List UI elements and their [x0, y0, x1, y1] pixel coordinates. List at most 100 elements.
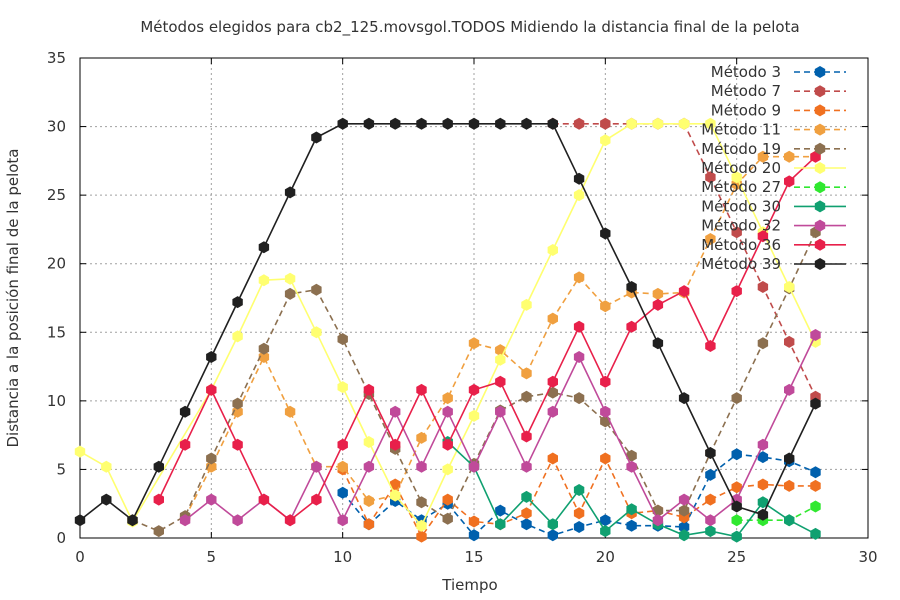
data-point: [784, 383, 795, 396]
data-point: [731, 500, 742, 513]
data-point: [757, 478, 769, 491]
data-point: [573, 117, 585, 130]
x-tick-label: 25: [727, 548, 746, 566]
data-point: [284, 514, 296, 527]
data-point: [363, 518, 375, 531]
data-point: [495, 375, 506, 388]
data-point: [337, 438, 348, 451]
data-point: [757, 281, 769, 293]
legend-label: Método 3: [711, 63, 781, 81]
data-point: [600, 117, 611, 130]
data-point: [232, 397, 243, 410]
series-m-todo-39: [74, 117, 821, 527]
data-point: [284, 405, 296, 418]
legend-swatch-marker: [814, 123, 826, 136]
data-point: [363, 383, 375, 396]
data-point: [705, 493, 716, 506]
data-point: [573, 392, 585, 405]
data-point: [547, 529, 558, 542]
legend-label: Método 27: [701, 178, 781, 196]
data-point: [495, 117, 506, 130]
data-point: [468, 337, 480, 350]
legend-label: Método 36: [701, 236, 781, 254]
data-point: [573, 507, 585, 520]
data-point: [101, 493, 112, 506]
data-point: [547, 244, 558, 256]
data-point: [390, 438, 401, 451]
data-point: [284, 287, 296, 300]
data-point: [757, 451, 769, 464]
data-point: [521, 390, 532, 403]
data-point: [731, 392, 742, 405]
data-point: [416, 117, 427, 130]
data-point: [547, 518, 558, 531]
data-point: [678, 504, 690, 517]
data-point: [705, 117, 716, 130]
data-point: [626, 519, 637, 532]
data-point: [74, 514, 86, 527]
data-point: [600, 134, 611, 147]
data-point: [626, 117, 637, 130]
data-point: [810, 527, 821, 540]
data-point: [652, 287, 664, 300]
y-tick-label: 35: [47, 49, 66, 67]
data-point: [652, 337, 664, 350]
data-point: [626, 503, 637, 516]
data-point: [626, 320, 637, 333]
data-point: [337, 381, 348, 394]
data-point: [784, 335, 795, 348]
data-point: [127, 514, 138, 527]
data-point: [442, 493, 453, 506]
data-point: [337, 117, 348, 130]
data-point: [232, 438, 243, 451]
data-point: [416, 383, 427, 396]
legend-swatch-marker: [814, 85, 826, 98]
data-point: [705, 340, 716, 352]
data-point: [678, 392, 690, 405]
data-point: [258, 274, 270, 287]
data-point: [206, 460, 217, 473]
data-point: [600, 227, 611, 240]
data-point: [731, 481, 742, 494]
series-m-todo-36: [153, 150, 821, 527]
data-point: [442, 392, 453, 405]
data-point: [731, 530, 742, 543]
legend-swatch-marker: [814, 200, 826, 213]
y-tick-label: 5: [56, 460, 66, 478]
data-point: [731, 226, 742, 239]
data-point: [600, 525, 611, 538]
data-point: [600, 405, 611, 418]
chart-title: Métodos elegidos para cb2_125.movsgol.TO…: [140, 18, 799, 37]
y-tick-label: 10: [47, 392, 66, 410]
data-point: [784, 452, 795, 465]
data-point: [416, 530, 427, 543]
data-point: [363, 495, 375, 507]
legend-swatch-marker: [814, 142, 826, 155]
data-point: [757, 150, 769, 163]
data-point: [626, 281, 637, 293]
x-tick-label: 30: [858, 548, 877, 566]
data-point: [232, 405, 243, 418]
y-tick-label: 25: [47, 186, 66, 204]
data-point: [573, 320, 585, 333]
legend-label: Método 20: [701, 159, 781, 177]
data-point: [468, 409, 480, 422]
y-tick-label: 30: [47, 118, 66, 136]
axis-ticks: 0 5 10 15 20 25 30 0 5 10 15 20 25 30 35: [47, 49, 878, 566]
data-point: [232, 330, 243, 343]
y-tick-label: 0: [56, 529, 66, 547]
data-point: [416, 431, 427, 444]
data-point: [705, 171, 716, 184]
data-point: [416, 496, 427, 509]
data-point: [311, 326, 322, 339]
data-point: [810, 479, 821, 492]
data-point: [784, 514, 795, 527]
legend-label: Método 9: [711, 101, 781, 119]
data-point: [757, 337, 769, 350]
data-point: [573, 172, 585, 185]
series-m-todo-30: [442, 436, 821, 543]
x-tick-label: 5: [207, 548, 217, 566]
legend-label: Método 30: [701, 197, 781, 215]
data-point: [600, 514, 611, 527]
legend-label: Método 19: [701, 140, 781, 158]
